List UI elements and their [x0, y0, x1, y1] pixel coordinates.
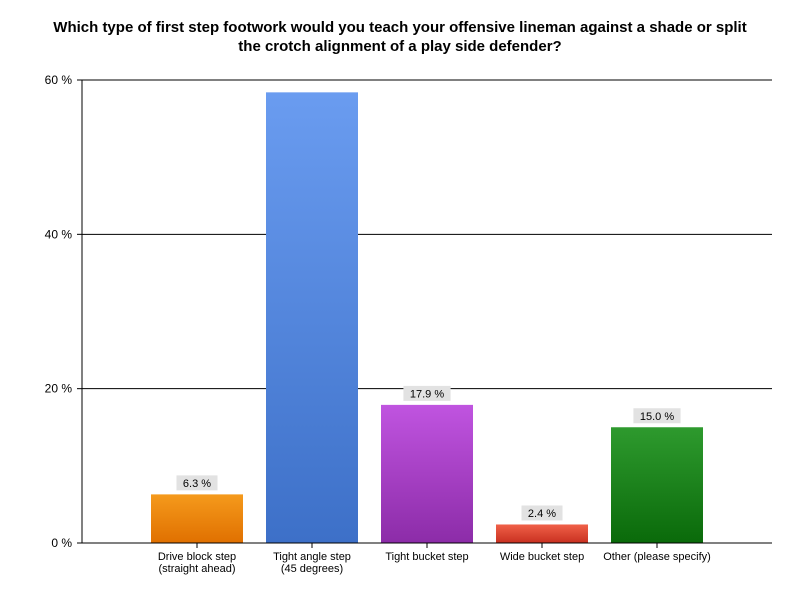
x-tick-label: Drive block step: [158, 551, 236, 563]
y-tick-label: 20 %: [45, 382, 73, 396]
bar-layer: [151, 92, 703, 543]
x-tick-label: (straight ahead): [158, 563, 235, 575]
x-tick-label: Tight bucket step: [385, 551, 468, 563]
chart-title-line-2: the crotch alignment of a play side defe…: [238, 38, 562, 55]
bar: [611, 427, 703, 543]
x-tick-label: Wide bucket step: [500, 551, 584, 563]
x-tick-label: (45 degrees): [281, 563, 343, 575]
label-layer: Drive block step(straight ahead) 6.3 % Tig…: [158, 385, 711, 575]
data-label: 17.9 %: [410, 388, 444, 400]
grid-layer: [82, 79, 772, 390]
y-tick-label: 60 %: [45, 73, 73, 87]
bar: [266, 92, 358, 543]
bar: [496, 524, 588, 543]
data-label: 2.4 %: [528, 508, 556, 520]
y-tick-label: 0 %: [51, 536, 72, 550]
x-tick-label: Tight angle step: [273, 551, 351, 563]
data-label-box: [633, 408, 681, 424]
y-tick-label: 40 %: [45, 227, 73, 241]
data-label: 6.3 %: [183, 478, 211, 490]
data-label-box: [403, 385, 451, 401]
axis-layer: 0 % 20 % 40 % 60 %: [45, 73, 772, 550]
bar: [381, 404, 473, 543]
data-label-box: [176, 475, 218, 491]
bar: [151, 494, 243, 543]
data-label-box: [521, 505, 563, 521]
chart-title-line-1: Which type of first step footwork would …: [53, 19, 747, 36]
data-label: 15.0 %: [640, 411, 674, 423]
x-tick-label: Other (please specify): [603, 551, 711, 563]
chart-title: Which type of first step footwork would …: [0, 18, 800, 56]
